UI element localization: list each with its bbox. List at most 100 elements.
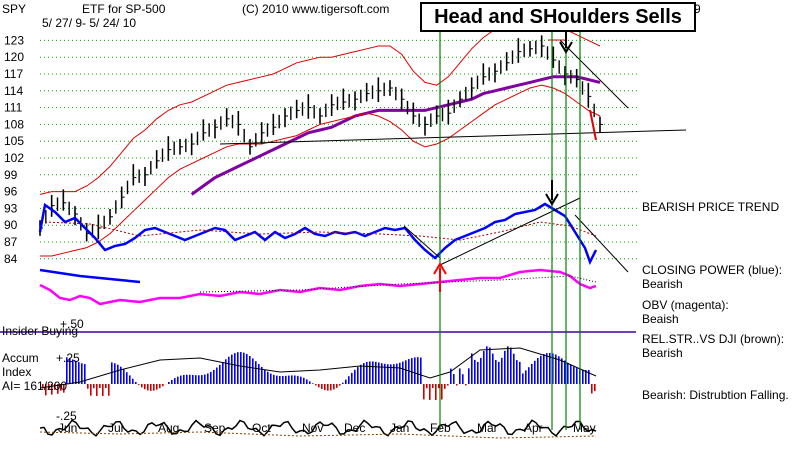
accum-bar (474, 359, 476, 384)
trend-label: BEARISH PRICE TREND (642, 200, 780, 214)
accum-bar (225, 359, 227, 384)
accum-bar (69, 358, 71, 384)
price-bands (39, 20, 601, 257)
accum-bar (42, 384, 44, 389)
buy-arrow-icon (433, 262, 447, 292)
accum-bar (522, 373, 524, 384)
signal-lines (433, 26, 581, 430)
accum-bar (495, 359, 497, 384)
accum-bar (123, 369, 125, 384)
y-tick-label: 120 (4, 50, 24, 64)
accum-bar (537, 358, 539, 384)
accum-bar (555, 354, 557, 384)
accum-bar (216, 367, 218, 384)
accum-bar (63, 384, 65, 393)
copyright: (C) 2010 www.tigersoft.com (242, 2, 389, 16)
accum-bar (429, 384, 431, 400)
accum-bar (471, 353, 473, 384)
date-range: 5/ 27/ 9- 5/ 24/ 10 (42, 16, 136, 30)
accum-bar (459, 368, 461, 384)
accum-bar (114, 363, 116, 384)
fund-label: ETF for SP-500 (82, 2, 166, 16)
accum-bar (456, 384, 458, 386)
accum-bar (450, 368, 452, 384)
closing-power-label: CLOSING POWER (blue): (642, 263, 783, 277)
accum-bar (480, 357, 482, 384)
accum-bar (366, 361, 368, 384)
y-tick-label: 111 (4, 101, 23, 115)
price-gridlines (40, 39, 640, 260)
accum-bar (561, 358, 563, 384)
accum-bar (351, 372, 353, 384)
accum-bar (558, 356, 560, 384)
closing-power-panel (38, 197, 629, 306)
accum-bar (81, 363, 83, 384)
accum-bar (78, 362, 80, 384)
accum-label: Accum (2, 351, 39, 365)
accum-bar (129, 375, 131, 384)
month-label: Feb (430, 421, 451, 435)
accum-bar (492, 353, 494, 384)
accum-bar (489, 347, 491, 384)
month-label: May (573, 421, 596, 435)
price-bars (39, 35, 603, 242)
accum-bar (420, 357, 422, 384)
banner-suffix: 9 (694, 2, 701, 16)
closing-power-tail (39, 268, 141, 284)
relstr-status: Bearish (642, 346, 683, 360)
accum-bar (267, 371, 269, 384)
accum-bar (66, 357, 68, 384)
accum-bar (180, 375, 182, 384)
y-tick-label: 87 (4, 235, 18, 249)
accum-bar (234, 353, 236, 384)
accum-bar (51, 384, 53, 395)
month-label: Jul (108, 421, 123, 435)
accum-bar (195, 375, 197, 384)
accum-bar (237, 352, 239, 384)
accum-bar (498, 361, 500, 384)
accum-bar (252, 358, 254, 384)
accum-bar (246, 354, 248, 384)
accum-bar (327, 384, 329, 391)
accum-bar (576, 368, 578, 384)
accum-bar (273, 374, 275, 384)
accum-bar (435, 384, 437, 400)
accum-bar (174, 378, 176, 384)
accum-bar (210, 371, 212, 384)
accum-bar (258, 364, 260, 384)
month-label: Dec (344, 421, 365, 435)
accum-bar (402, 361, 404, 384)
accum-bar (381, 363, 383, 384)
y-tick-label: 114 (4, 84, 23, 98)
accum-bar (159, 384, 161, 389)
accum-bar (201, 375, 203, 384)
accum-bar (426, 384, 428, 389)
accum-bar (330, 384, 332, 391)
accum-bar (405, 360, 407, 384)
latest-bar-red (589, 109, 597, 141)
accum-bar (384, 363, 386, 384)
accum-bar (348, 376, 350, 384)
insider-buying-label: Insider Buying (2, 324, 78, 338)
accum-bar (243, 352, 245, 384)
accum-bar (312, 383, 314, 384)
accum-bar (363, 363, 365, 384)
accum-bar (462, 374, 464, 384)
obv-status: Beaish (642, 312, 679, 326)
accum-bar (543, 354, 545, 384)
accum-bar (270, 373, 272, 384)
month-axis: Jun Jul Aug Sep Oct Nov Dec Jan Feb Mar Apr May (58, 421, 596, 435)
accum-bar (399, 362, 401, 384)
accum-bar (177, 376, 179, 384)
accum-bar (417, 357, 419, 384)
relative-strength-line (39, 419, 597, 437)
accum-bar (372, 361, 374, 384)
accum-bar (360, 364, 362, 384)
accum-bar (441, 384, 443, 400)
month-label: Aug (158, 421, 179, 435)
accum-bar (588, 369, 590, 384)
accum-bar (300, 376, 302, 384)
accum-bar (354, 369, 356, 384)
accum-bar (375, 361, 377, 384)
accum-bar (189, 374, 191, 384)
